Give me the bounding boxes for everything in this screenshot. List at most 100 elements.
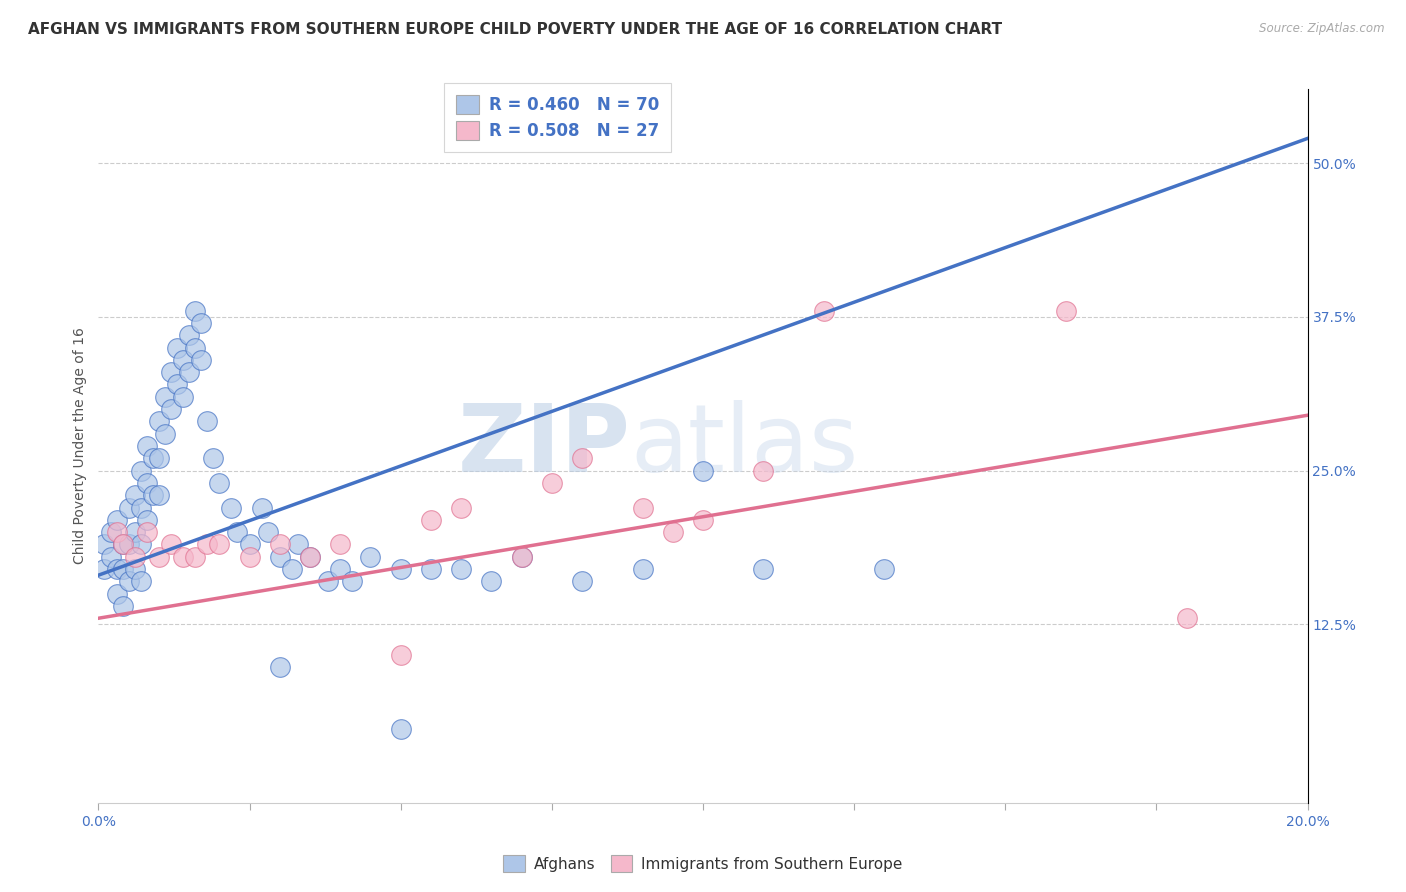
- Point: [631, 562, 654, 576]
- Point: [202, 451, 225, 466]
- Point: [124, 549, 146, 564]
- Point: [450, 562, 472, 576]
- Point: [160, 402, 183, 417]
- Point: [239, 549, 262, 564]
- Point: [329, 562, 352, 576]
- Point: [111, 599, 134, 613]
- Point: [510, 549, 533, 564]
- Point: [172, 549, 194, 564]
- Point: [135, 525, 157, 540]
- Point: [813, 303, 835, 318]
- Point: [287, 537, 309, 551]
- Point: [93, 537, 115, 551]
- Point: [269, 660, 291, 674]
- Point: [190, 352, 212, 367]
- Point: [142, 451, 165, 466]
- Point: [179, 328, 201, 343]
- Point: [1175, 611, 1198, 625]
- Text: atlas: atlas: [630, 400, 859, 492]
- Point: [135, 475, 157, 490]
- Point: [172, 390, 194, 404]
- Point: [166, 377, 188, 392]
- Point: [281, 562, 304, 576]
- Point: [389, 648, 412, 662]
- Point: [160, 537, 183, 551]
- Point: [316, 574, 339, 589]
- Point: [389, 562, 412, 576]
- Point: [135, 513, 157, 527]
- Point: [179, 365, 201, 379]
- Point: [239, 537, 262, 551]
- Point: [105, 587, 128, 601]
- Text: AFGHAN VS IMMIGRANTS FROM SOUTHERN EUROPE CHILD POVERTY UNDER THE AGE OF 16 CORR: AFGHAN VS IMMIGRANTS FROM SOUTHERN EUROP…: [28, 22, 1002, 37]
- Text: ZIP: ZIP: [457, 400, 630, 492]
- Point: [100, 549, 122, 564]
- Point: [184, 303, 207, 318]
- Point: [129, 537, 152, 551]
- Point: [129, 574, 152, 589]
- Point: [172, 352, 194, 367]
- Point: [873, 562, 896, 576]
- Point: [420, 562, 443, 576]
- Point: [118, 537, 141, 551]
- Point: [105, 513, 128, 527]
- Point: [540, 475, 562, 490]
- Point: [142, 488, 165, 502]
- Point: [105, 525, 128, 540]
- Point: [752, 464, 775, 478]
- Point: [389, 722, 412, 736]
- Point: [1054, 303, 1077, 318]
- Point: [342, 574, 364, 589]
- Point: [360, 549, 382, 564]
- Point: [450, 500, 472, 515]
- Text: Source: ZipAtlas.com: Source: ZipAtlas.com: [1260, 22, 1385, 36]
- Point: [631, 500, 654, 515]
- Point: [221, 500, 243, 515]
- Point: [184, 341, 207, 355]
- Point: [105, 562, 128, 576]
- Point: [481, 574, 503, 589]
- Point: [160, 365, 183, 379]
- Point: [571, 451, 593, 466]
- Point: [226, 525, 249, 540]
- Point: [250, 500, 273, 515]
- Point: [153, 390, 176, 404]
- Point: [111, 562, 134, 576]
- Point: [129, 464, 152, 478]
- Point: [420, 513, 443, 527]
- Point: [118, 574, 141, 589]
- Point: [256, 525, 278, 540]
- Point: [124, 525, 146, 540]
- Point: [190, 316, 212, 330]
- Y-axis label: Child Poverty Under the Age of 16: Child Poverty Under the Age of 16: [73, 327, 87, 565]
- Point: [148, 451, 170, 466]
- Point: [93, 562, 115, 576]
- Point: [124, 562, 146, 576]
- Point: [510, 549, 533, 564]
- Point: [269, 537, 291, 551]
- Point: [124, 488, 146, 502]
- Legend: Afghans, Immigrants from Southern Europe: Afghans, Immigrants from Southern Europe: [496, 847, 910, 880]
- Point: [692, 513, 714, 527]
- Point: [208, 537, 231, 551]
- Point: [100, 525, 122, 540]
- Point: [329, 537, 352, 551]
- Point: [661, 525, 683, 540]
- Point: [195, 537, 218, 551]
- Point: [135, 439, 157, 453]
- Point: [269, 549, 291, 564]
- Point: [208, 475, 231, 490]
- Point: [571, 574, 593, 589]
- Legend: R = 0.460   N = 70, R = 0.508   N = 27: R = 0.460 N = 70, R = 0.508 N = 27: [444, 83, 671, 152]
- Point: [184, 549, 207, 564]
- Point: [118, 500, 141, 515]
- Point: [299, 549, 322, 564]
- Point: [148, 414, 170, 428]
- Point: [692, 464, 714, 478]
- Point: [111, 537, 134, 551]
- Point: [153, 426, 176, 441]
- Point: [111, 537, 134, 551]
- Point: [148, 488, 170, 502]
- Point: [148, 549, 170, 564]
- Point: [166, 341, 188, 355]
